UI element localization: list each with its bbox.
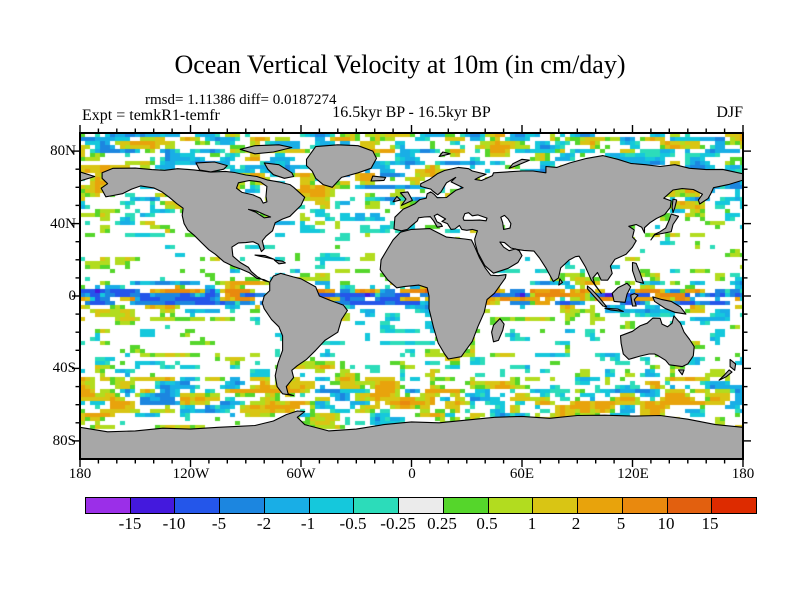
- colorbar-segment: [399, 498, 444, 513]
- x-axis-label: 120E: [617, 466, 649, 482]
- landmass-sri-lanka: [558, 278, 564, 286]
- page-title: Ocean Vertical Velocity at 10m (in cm/da…: [174, 50, 626, 79]
- colorbar-tick-label: -5: [211, 514, 227, 533]
- landmass-svalbard: [438, 151, 451, 158]
- landmass-new-zealand-north: [729, 358, 737, 371]
- colorbar-segment: [533, 498, 579, 513]
- colorbar-segment: [443, 498, 489, 513]
- landmass-borneo: [611, 282, 632, 303]
- landmass-java: [604, 307, 624, 312]
- colorbar-segment: [130, 498, 176, 513]
- colorbar-tick-label: 2: [571, 514, 581, 533]
- colorbar-tick-label: -10: [162, 514, 186, 533]
- colorbar-tick-label: 15: [701, 514, 719, 533]
- landmass-novaya-zemlya: [508, 158, 530, 169]
- x-axis-label: 180: [68, 466, 92, 482]
- y-axis-label: 0: [68, 288, 77, 304]
- x-axis-label: 60W: [286, 466, 316, 482]
- colorbar-tick-label: 5: [616, 514, 626, 533]
- colorbar-tick-label: -2: [256, 514, 272, 533]
- x-axis-label: 120W: [172, 466, 210, 482]
- x-axis-label: 0: [408, 466, 416, 482]
- landmass-cuba: [254, 254, 275, 260]
- period-label: 16.5kyr BP - 16.5kyr BP: [332, 104, 491, 121]
- colorbar-segment: [264, 498, 310, 513]
- x-axis-label: 180: [731, 466, 755, 482]
- landmass-ellesmere-island: [239, 144, 293, 155]
- y-axis-label: 40N: [50, 216, 76, 232]
- colorbar-tick-label: 0.25: [427, 514, 457, 533]
- landmass-sumatra: [586, 285, 608, 308]
- landmass-north-america: [100, 167, 306, 283]
- colorbar-segment: [220, 498, 265, 513]
- y-axis-label: 40S: [52, 360, 76, 376]
- experiment-label: Expt = temkR1-temfr: [82, 107, 220, 124]
- season-label: DJF: [716, 104, 743, 121]
- colorbar-segment: [488, 498, 534, 513]
- world-map-land: [80, 144, 743, 459]
- y-axis-label: 80N: [50, 143, 76, 159]
- colorbar-tick-label: -15: [118, 514, 142, 533]
- landmass-australia: [619, 315, 695, 368]
- landmass-philippines: [631, 261, 645, 284]
- landmass-antarctica: [80, 410, 743, 459]
- landmass-baffin-island: [263, 162, 295, 179]
- landmass-madagascar: [491, 318, 505, 343]
- landmass-tasmania: [677, 369, 685, 376]
- colorbar-tick-label: -0.25: [380, 514, 416, 533]
- landmass-sulawesi: [630, 293, 639, 307]
- stats-line: rmsd= 1.11386 diff= 0.0187274: [145, 92, 337, 108]
- colorbar-tick-label: 1: [527, 514, 537, 533]
- colorbar-segment: [309, 498, 355, 513]
- colorbar-segment: [175, 498, 221, 513]
- colorbar-segment: [712, 498, 757, 513]
- x-axis-label: 60E: [509, 466, 535, 482]
- colorbar-tick-label: 0.5: [476, 514, 498, 533]
- landmass-britain: [399, 191, 413, 206]
- colorbar-tick-label: -1: [300, 514, 316, 533]
- colorbar-tick-label: 10: [657, 514, 675, 533]
- colorbar-segment: [354, 498, 400, 513]
- landmass-sakhalin: [671, 198, 678, 214]
- landmass-hispaniola: [273, 259, 286, 265]
- landmass-new-zealand-south: [718, 369, 733, 381]
- landmass-victoria-island: [195, 161, 228, 173]
- world-map-plot: [80, 133, 743, 459]
- colorbar-segment: [622, 498, 668, 513]
- landmass-south-america: [261, 272, 348, 397]
- landmass-new-guinea: [652, 296, 687, 315]
- colorbar-tick-label: -0.5: [339, 514, 367, 533]
- landmass-greenland: [305, 144, 378, 188]
- colorbar-segment: [667, 498, 713, 513]
- y-axis-label: 80S: [52, 433, 76, 449]
- colorbar-segment: [86, 498, 131, 513]
- landmass-chukotka-edge: [80, 171, 96, 182]
- colorbar-segment: [578, 498, 623, 513]
- landmass-ireland: [392, 195, 401, 203]
- landmass-iceland: [370, 175, 387, 182]
- colorbar: [85, 497, 757, 514]
